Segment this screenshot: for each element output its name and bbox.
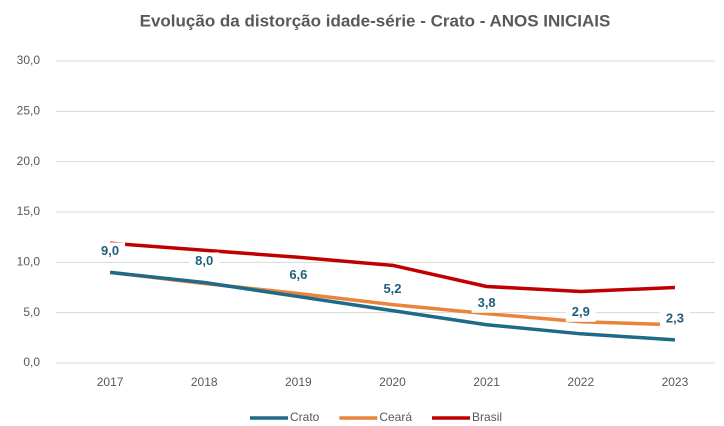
data-label-bg xyxy=(659,309,690,328)
data-label-bg xyxy=(565,303,596,322)
legend-label: Crato xyxy=(290,410,320,424)
x-tick-label: 2018 xyxy=(191,375,218,389)
data-label-bg xyxy=(95,242,126,261)
series-line xyxy=(109,270,676,342)
y-tick-label: 10,0 xyxy=(17,255,41,269)
x-tick-label: 2019 xyxy=(285,375,312,389)
data-label-bg xyxy=(377,280,408,299)
data-label: 6,6 xyxy=(289,267,307,282)
data-label: 5,2 xyxy=(383,281,401,296)
x-tick-label: 2023 xyxy=(662,375,689,389)
data-label: 8,0 xyxy=(195,253,213,268)
y-tick-label: 5,0 xyxy=(23,305,40,319)
data-label: 2,9 xyxy=(572,304,590,319)
x-tick-label: 2022 xyxy=(567,375,594,389)
legend-label: Brasil xyxy=(472,410,502,424)
chart-title: Evolução da distorção idade-série - Crat… xyxy=(140,11,611,30)
data-label: 2,3 xyxy=(666,310,684,325)
y-tick-label: 15,0 xyxy=(17,204,41,218)
y-tick-label: 30,0 xyxy=(17,53,41,67)
legend-label: Ceará xyxy=(379,410,412,424)
data-label-bg xyxy=(283,266,314,285)
data-label-bg xyxy=(471,294,502,313)
data-label-bg xyxy=(189,252,220,271)
y-tick-label: 25,0 xyxy=(17,104,41,118)
series-line xyxy=(109,241,676,294)
x-tick-label: 2017 xyxy=(97,375,124,389)
data-label: 3,8 xyxy=(478,295,496,310)
y-tick-label: 0,0 xyxy=(23,355,40,369)
data-label: 9,0 xyxy=(101,243,119,258)
x-tick-label: 2020 xyxy=(379,375,406,389)
y-tick-label: 20,0 xyxy=(17,154,41,168)
x-tick-label: 2021 xyxy=(473,375,500,389)
